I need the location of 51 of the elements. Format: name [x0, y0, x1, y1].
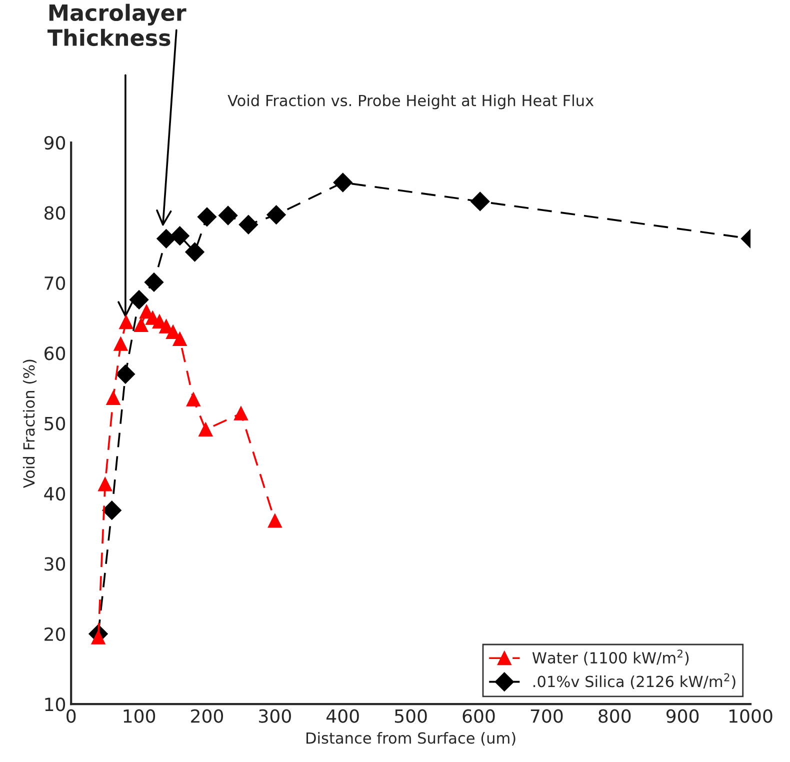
point	[185, 242, 204, 262]
point	[91, 630, 106, 644]
y-tick-label: 90	[44, 136, 66, 150]
y-tick-label: 10	[45, 698, 66, 712]
point	[218, 206, 238, 226]
y-tick-label: 80	[44, 206, 66, 220]
x-tick-label: 600	[462, 709, 495, 723]
y-tick-label: 70	[44, 276, 66, 290]
point	[238, 215, 258, 234]
point	[116, 364, 135, 384]
point	[114, 337, 128, 351]
point	[234, 406, 248, 420]
x-tick-label: 800	[598, 709, 631, 723]
point	[130, 290, 149, 310]
y-tick-label: 30	[44, 557, 66, 571]
x-tick-label: 300	[259, 709, 291, 723]
x-tick-label: 100	[124, 709, 156, 723]
point	[134, 318, 148, 332]
point	[98, 477, 112, 492]
point	[144, 272, 164, 292]
x-tick-label: 400	[326, 709, 359, 723]
point	[333, 172, 352, 192]
point	[102, 500, 122, 520]
x-tick-label: 200	[191, 709, 224, 723]
point	[266, 205, 286, 224]
chart-title: Void Fraction vs. Probe Height at High Heat Flux	[228, 94, 594, 110]
legend-label: .01%v Silica (2126 kW/m$^{2}$)	[534, 673, 736, 690]
x-tick-label: 500	[394, 709, 427, 723]
y-tick-label: 40	[44, 486, 66, 501]
y-tick-label: 20	[44, 627, 66, 642]
y-axis-title: Void Fraction (%)	[22, 360, 37, 488]
x-tick-label: 700	[530, 709, 563, 723]
point	[186, 392, 200, 406]
point	[119, 315, 134, 330]
point	[156, 229, 176, 248]
x-tick-label: 900	[666, 709, 699, 723]
point	[106, 391, 120, 405]
text: Macrolayer Thickness	[48, 4, 186, 46]
point	[470, 192, 490, 211]
x-axis-title: Distance from Surface (um)	[306, 732, 516, 746]
x-tick-label: 0	[66, 709, 76, 723]
point	[268, 514, 282, 528]
y-tick-label: 50	[44, 416, 66, 430]
point	[166, 325, 180, 339]
y-tick-label: 60	[44, 346, 66, 360]
point	[170, 226, 190, 246]
point	[197, 207, 217, 226]
x-tick-label: 1000	[730, 709, 772, 723]
point	[172, 332, 187, 346]
legend-label: Water (1100 kW/m$^{2}$)	[532, 650, 689, 666]
point	[198, 422, 213, 437]
